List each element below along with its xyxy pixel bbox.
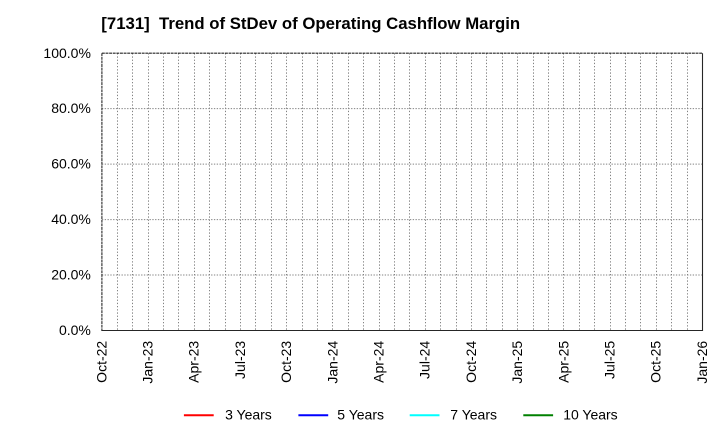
svg-text:5 Years: 5 Years [337,407,384,423]
svg-text:[7131] Trend of StDev of Oper: [7131] Trend of StDev of Operating Cashf… [101,14,520,33]
svg-text:Oct-24: Oct-24 [463,341,479,383]
svg-text:7 Years: 7 Years [450,407,497,423]
svg-text:80.0%: 80.0% [51,100,91,116]
svg-text:40.0%: 40.0% [51,211,91,227]
svg-text:60.0%: 60.0% [51,156,91,172]
svg-text:Apr-25: Apr-25 [555,341,571,383]
svg-text:Apr-24: Apr-24 [371,341,387,383]
svg-text:Jan-25: Jan-25 [509,341,525,384]
svg-text:3 Years: 3 Years [225,407,272,423]
svg-text:Jul-25: Jul-25 [602,341,618,379]
svg-text:Jan-26: Jan-26 [694,341,710,384]
svg-text:0.0%: 0.0% [59,322,91,338]
svg-text:Jan-23: Jan-23 [140,341,156,384]
svg-text:Oct-22: Oct-22 [93,341,109,383]
svg-text:20.0%: 20.0% [51,267,91,283]
svg-text:Oct-25: Oct-25 [648,341,664,383]
svg-text:10 Years: 10 Years [563,407,618,423]
svg-text:Apr-23: Apr-23 [186,341,202,383]
svg-text:Jul-24: Jul-24 [417,341,433,379]
svg-text:Jan-24: Jan-24 [324,341,340,384]
svg-text:Oct-23: Oct-23 [278,341,294,383]
svg-text:100.0%: 100.0% [43,45,90,61]
svg-text:Jul-23: Jul-23 [232,341,248,379]
